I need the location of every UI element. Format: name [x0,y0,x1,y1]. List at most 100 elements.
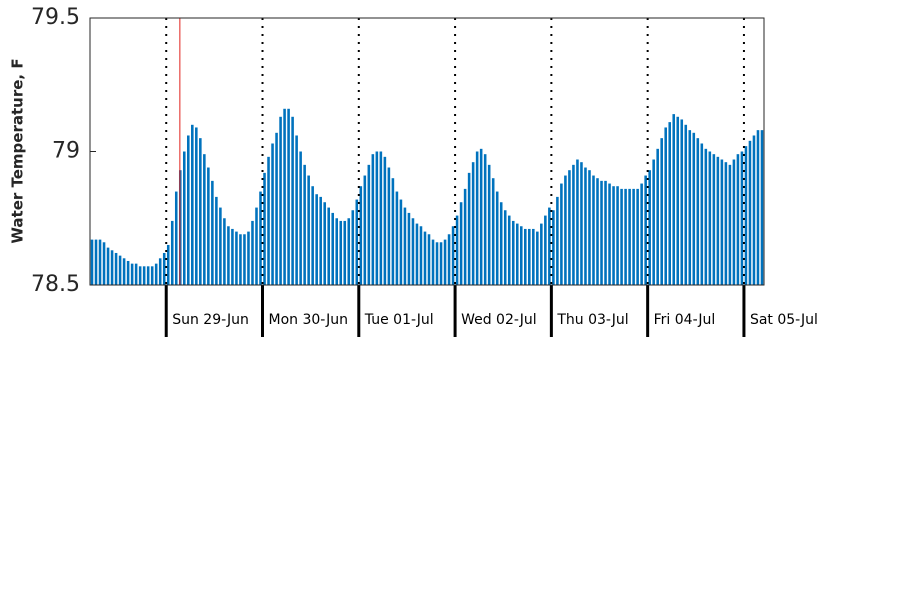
bar [511,220,515,285]
bar [191,124,194,285]
bar [343,220,347,285]
bar [692,132,696,285]
bar [652,159,655,285]
bar [395,191,399,285]
bar [110,250,114,285]
bar [536,231,539,285]
bar [387,167,391,285]
bar [90,239,94,285]
bar [235,231,238,285]
bar [315,194,318,285]
bar [259,191,262,285]
bar [399,199,403,285]
bar [475,151,479,285]
bar [459,202,463,285]
bar [299,151,302,285]
bar [704,148,708,285]
bar [628,188,631,285]
bar [275,132,278,285]
bar [532,228,535,285]
bar [483,154,487,285]
x-tick-label: Wed 02-Jul [461,312,537,328]
bar [600,180,603,285]
bar [307,175,310,285]
bar [467,172,471,285]
bar [668,122,672,285]
x-tick-label: Mon 30-Jun [269,312,349,328]
bar [138,266,142,285]
bar [215,196,218,285]
bar [604,180,607,285]
bar [564,175,567,285]
bar [632,188,635,285]
bar [495,191,499,285]
bar [283,108,286,285]
bar [207,167,210,285]
bar [114,252,118,285]
x-tick-label: Tue 01-Jul [364,312,434,328]
bar [455,215,459,285]
bar [319,196,322,285]
bar [491,178,495,285]
bar [443,239,447,285]
bar [640,183,643,285]
bar [636,188,639,285]
bar [423,231,427,285]
bar [379,151,383,285]
bar [524,228,527,285]
bar [664,127,667,285]
bar [660,138,663,285]
bar [676,116,680,285]
plot-frame [89,17,765,286]
bar [499,202,503,285]
bar [227,226,230,285]
bar [122,258,126,285]
bar [311,186,314,285]
bar [347,218,351,285]
bar [431,239,435,285]
bar [223,218,226,285]
bar [146,266,150,285]
bar [271,143,274,285]
bar [584,167,587,285]
bar [479,148,483,285]
bar [162,252,166,285]
bar [331,212,335,285]
bar [616,186,619,285]
bar [287,108,290,285]
bar [243,234,246,285]
bar [118,255,122,285]
bar [391,178,395,285]
bar [760,130,764,285]
bar [736,154,740,285]
bar [544,215,547,285]
bar [170,220,174,285]
bar [134,263,138,285]
bar [608,183,611,285]
bar [672,114,676,286]
bar [142,266,146,285]
bar [407,212,411,285]
bar [403,207,407,285]
bar [166,244,170,285]
x-tick-label: Sun 29-Jun [172,312,249,328]
bar [556,196,559,285]
bar [588,170,591,285]
bar [291,116,294,285]
bar [154,263,158,285]
bar [363,175,367,285]
bar [351,210,355,285]
bar [720,159,724,285]
bar [295,135,298,285]
bar [339,220,343,285]
x-tick-label: Fri 04-Jul [654,312,716,328]
bar [174,191,178,285]
bar [528,228,531,285]
bar [435,242,439,285]
bar [415,223,419,285]
y-axis-label: Water Temperature, F [9,58,27,243]
bar [427,234,431,285]
bar [335,218,339,285]
bar [728,164,732,285]
